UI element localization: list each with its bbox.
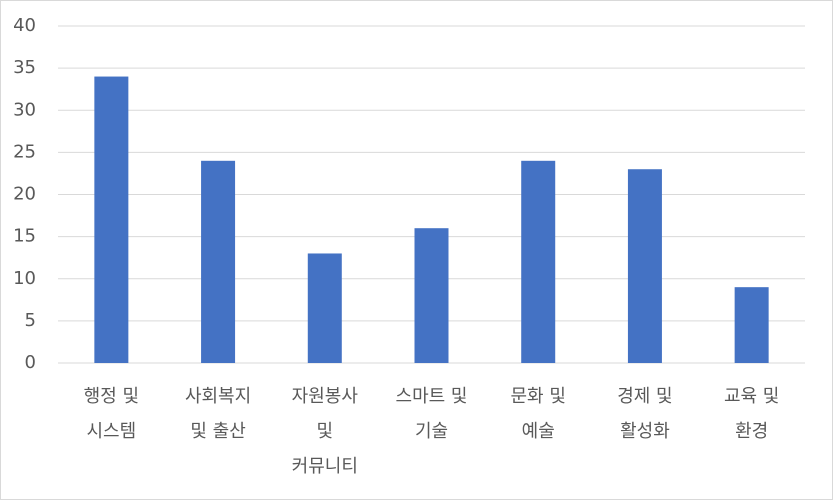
- x-tick-label: 활성화: [620, 421, 670, 442]
- x-tick-label: 기술: [415, 421, 448, 442]
- bar: [307, 253, 342, 363]
- x-tick-label: 스마트 및: [396, 386, 468, 407]
- x-tick-label: 사회복지: [185, 386, 251, 407]
- y-tick-label: 15: [13, 226, 36, 247]
- bar: [414, 228, 449, 363]
- bar: [734, 287, 769, 363]
- x-tick-label: 예술: [522, 421, 555, 442]
- bar: [521, 160, 556, 363]
- y-tick-label: 5: [25, 310, 36, 331]
- x-tick-label: 교육 및: [724, 386, 779, 407]
- y-tick-label: 10: [13, 268, 36, 289]
- y-tick-label: 40: [13, 15, 36, 36]
- x-tick-label: 및 출산: [190, 421, 245, 442]
- y-tick-label: 30: [13, 99, 36, 120]
- y-tick-label: 0: [25, 352, 36, 373]
- x-tick-label: 커뮤니티: [292, 456, 358, 477]
- bar: [201, 160, 236, 363]
- y-tick-label: 25: [13, 141, 36, 162]
- y-tick-label: 35: [13, 57, 36, 78]
- y-tick-label: 20: [13, 184, 36, 205]
- x-tick-label: 및: [317, 421, 334, 442]
- x-tick-label: 환경: [735, 421, 768, 442]
- x-tick-label: 경제 및: [617, 386, 672, 407]
- x-tick-label: 자원봉사: [292, 386, 359, 407]
- x-tick-label: 시스템: [87, 421, 137, 442]
- bar: [94, 76, 129, 364]
- x-tick-label: 행정 및: [84, 386, 139, 407]
- x-tick-label: 문화 및: [511, 386, 566, 407]
- bar: [627, 169, 662, 363]
